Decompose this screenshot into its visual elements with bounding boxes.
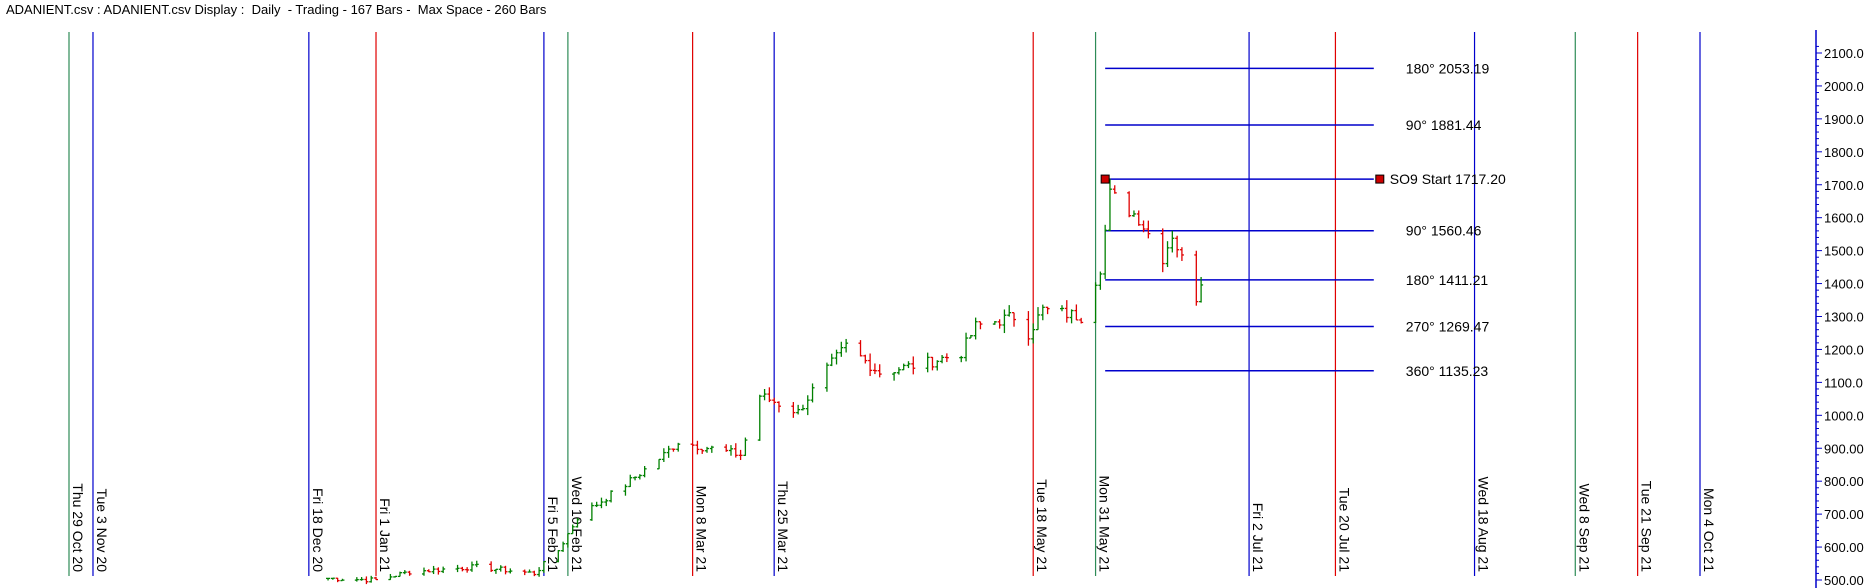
price-level-label: 90° 1560.46 (1406, 223, 1482, 239)
time-line-label: Mon 8 Mar 21 (694, 486, 710, 573)
time-lines: Thu 29 Oct 20 Tue 3 Nov 20 Fri 18 Dec 20 Fr… (68, 32, 1717, 576)
start-marker (1375, 174, 1385, 184)
y-tick-label: 2100.0 (1824, 46, 1864, 61)
y-tick-label: 1300.0 (1824, 310, 1864, 325)
price-level-label: 90° 1881.44 (1406, 117, 1482, 133)
price-level-label: SO9 Start 1717.20 (1390, 171, 1506, 187)
y-tick-label: 700.00 (1824, 507, 1864, 522)
start-markers (1100, 174, 1385, 184)
time-line-label: Tue 21 Sep 21 (1639, 481, 1655, 573)
y-tick-label: 2000.0 (1824, 79, 1864, 94)
y-tick-label: 500.00 (1824, 573, 1864, 588)
chart-title: ADANIENT.csv : ADANIENT.csv Display : Da… (6, 2, 547, 17)
price-level-label: 360° 1135.23 (1406, 363, 1489, 379)
time-line-label: Wed 18 Aug 21 (1476, 477, 1492, 573)
y-tick-label: 1900.0 (1824, 112, 1864, 127)
y-tick-label: 1700.0 (1824, 178, 1864, 193)
y-tick-label: 800.00 (1824, 474, 1864, 489)
time-line-label: Tue 18 May 21 (1034, 479, 1050, 572)
y-tick-label: 1200.0 (1824, 342, 1864, 357)
time-line-label: Fri 1 Jan 21 (377, 498, 393, 572)
time-line-label: Thu 25 Mar 21 (775, 481, 791, 572)
time-line-label: Tue 3 Nov 20 (94, 488, 110, 572)
y-tick-label: 600.00 (1824, 540, 1864, 555)
time-line-label: Fri 2 Jul 21 (1250, 503, 1266, 572)
time-line-label: Wed 8 Sep 21 (1576, 484, 1592, 573)
time-line-label: Fri 5 Feb 21 (545, 497, 561, 573)
y-tick-label: 900.00 (1824, 441, 1864, 456)
y-tick-label: 1500.0 (1824, 244, 1864, 259)
price-bars (326, 178, 1204, 585)
time-line-label: Mon 4 Oct 21 (1701, 488, 1717, 572)
y-tick-label: 1000.0 (1824, 408, 1864, 423)
y-axis: 2100.0 2000.0 1900.0 1800.0 1700.0 1600.0 1500… (1815, 30, 1864, 588)
time-line-label: Thu 29 Oct 20 (70, 483, 86, 572)
y-tick-label: 1100.0 (1824, 375, 1863, 390)
y-tick-label: 1600.0 (1824, 211, 1864, 226)
time-line-label: Tue 20 Jul 21 (1336, 488, 1352, 573)
price-level-label: 180° 2053.19 (1406, 60, 1490, 76)
price-level-label: 270° 1269.47 (1406, 319, 1490, 335)
price-levels: 180° 2053.19 90° 1881.44 SO9 Start 1717.20… (1105, 60, 1506, 379)
time-line-label: Fri 18 Dec 20 (310, 488, 326, 572)
y-tick-label: 1800.0 (1824, 145, 1864, 160)
start-marker (1100, 174, 1110, 184)
y-tick-label: 1400.0 (1824, 277, 1864, 292)
time-line-label: Mon 31 May 21 (1097, 476, 1113, 573)
price-level-label: 180° 1411.21 (1406, 272, 1489, 288)
